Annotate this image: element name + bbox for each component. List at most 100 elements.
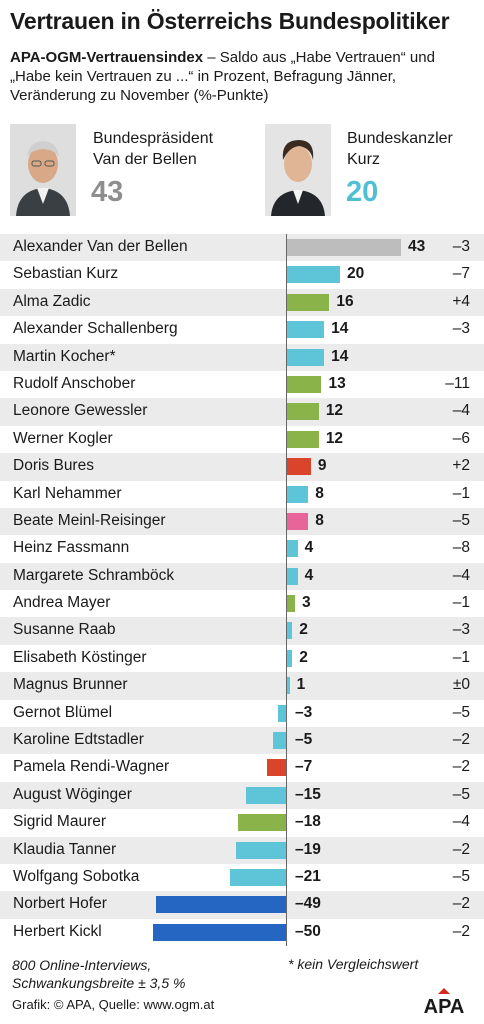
- bar: [287, 321, 325, 339]
- row-name: Herbert Kickl: [13, 922, 102, 940]
- row-name: Beate Meinl-Reisinger: [13, 511, 166, 529]
- highlight-role-1-line1: Bundespräsident: [93, 130, 214, 147]
- change-label: –8: [452, 539, 470, 557]
- bar: [230, 868, 286, 886]
- table-row: Karl Nehammer 8 –1: [0, 481, 484, 508]
- table-row: Sebastian Kurz 20 –7: [0, 261, 484, 288]
- table-row: August Wöginger –15 –5: [0, 781, 484, 810]
- bar-value-label: –19: [295, 840, 321, 858]
- table-row: Margarete Schramböck 4 –4: [0, 562, 484, 591]
- bar: [278, 704, 286, 722]
- portrait-kurz: [265, 124, 331, 216]
- bar-value-label: –49: [295, 895, 321, 913]
- bar-value-label: 3: [301, 594, 311, 612]
- table-row: Gernot Blümel –3 –5: [0, 700, 484, 727]
- row-name: Alexander Schallenberg: [13, 320, 178, 338]
- change-label: –4: [452, 813, 470, 831]
- change-label: –1: [452, 594, 470, 612]
- table-row: Doris Bures 9 +2: [0, 453, 484, 481]
- change-label: –3: [452, 621, 470, 639]
- change-label: –5: [452, 785, 470, 803]
- bar: [287, 430, 319, 448]
- footnote-method: 800 Online-Interviews, Schwankungsbreite…: [12, 957, 186, 991]
- row-name: Werner Kogler: [13, 429, 113, 447]
- bar-value-label: 13: [328, 374, 346, 392]
- bar-value-label: 20: [347, 265, 365, 283]
- bar: [235, 841, 286, 859]
- table-row: Leonore Gewessler 12 –4: [0, 398, 484, 426]
- table-row: Werner Kogler 12 –6: [0, 426, 484, 453]
- bar-value-label: 2: [299, 621, 308, 639]
- bar-value-label: 12: [325, 429, 344, 447]
- change-label: –11: [445, 374, 470, 392]
- row-name: Rudolf Anschober: [13, 374, 136, 392]
- change-label: –2: [452, 922, 470, 940]
- bar: [153, 923, 286, 941]
- bar-value-label: –3: [295, 703, 313, 721]
- change-label: –2: [452, 895, 470, 913]
- apa-logo: APA: [424, 988, 465, 1014]
- table-row: Alma Zadic 16 +4: [0, 288, 484, 317]
- bar-value-label: –5: [295, 731, 313, 749]
- bar-value-label: –50: [295, 922, 321, 940]
- change-label: –7: [452, 265, 470, 283]
- change-label: –2: [452, 840, 470, 858]
- bar-value-label: 14: [331, 347, 349, 365]
- bar: [287, 595, 295, 613]
- table-row: Beate Meinl-Reisinger 8 –5: [0, 507, 484, 536]
- bar-value-label: 1: [296, 676, 306, 694]
- bar: [287, 677, 290, 695]
- row-name: Martin Kocher*: [13, 347, 116, 365]
- row-name: Susanne Raab: [13, 621, 116, 639]
- highlight-value-2: 20: [346, 176, 379, 208]
- bar-value-label: 4: [304, 539, 314, 557]
- change-label: –2: [452, 758, 470, 776]
- subtitle-text: – Saldo aus „Habe Vertrauen“ und „Habe k…: [10, 49, 435, 104]
- bar: [287, 567, 298, 585]
- bar-value-label: 14: [331, 320, 349, 338]
- row-name: Sebastian Kurz: [13, 265, 119, 283]
- row-name: Karoline Edtstadler: [13, 731, 144, 749]
- bar: [238, 814, 286, 832]
- zero-axis: [286, 234, 287, 946]
- bar: [287, 293, 330, 311]
- bar: [287, 403, 319, 421]
- bar-value-label: 9: [317, 457, 327, 475]
- table-row: Magnus Brunner 1 ±0: [0, 672, 484, 700]
- subtitle-bold: APA-OGM-Vertrauensindex: [10, 49, 204, 66]
- table-row: Herbert Kickl –50 –2: [0, 919, 484, 946]
- table-row: Sigrid Maurer –18 –4: [0, 809, 484, 836]
- row-name: Andrea Mayer: [13, 594, 111, 612]
- bar-value-label: 16: [336, 292, 354, 310]
- row-name: Sigrid Maurer: [13, 813, 107, 831]
- bar: [287, 348, 325, 366]
- bar: [287, 512, 309, 530]
- change-label: –3: [452, 238, 470, 255]
- row-name: Karl Nehammer: [13, 484, 122, 502]
- bar-value-label: 8: [315, 511, 324, 529]
- table-row: Karoline Edtstadler –5 –2: [0, 727, 484, 755]
- row-name: Pamela Rendi-Wagner: [13, 758, 170, 776]
- change-label: +4: [452, 292, 470, 310]
- table-row: Wolfgang Sobotka –21 –5: [0, 864, 484, 891]
- apa-logo-text: APA: [424, 996, 465, 1014]
- highlight-role-1: Bundespräsident Van der Bellen: [93, 128, 213, 170]
- chart-title: Vertrauen in Österreichs Bundespolitiker: [10, 8, 450, 34]
- row-name: Doris Bures: [13, 457, 94, 475]
- row-name: Alexander Van der Bellen: [13, 238, 188, 255]
- table-row: Rudolf Anschober 13 –11: [0, 371, 484, 398]
- chart-subtitle: APA-OGM-Vertrauensindex – Saldo aus „Hab…: [10, 48, 478, 105]
- change-label: –5: [452, 703, 470, 721]
- change-label: +2: [452, 457, 470, 475]
- table-row: Andrea Mayer 3 –1: [0, 590, 484, 617]
- highlight-role-2-line2: Kurz: [347, 151, 380, 168]
- row-name: Wolfgang Sobotka: [13, 867, 140, 885]
- table-row: Norbert Hofer –49 –2: [0, 891, 484, 919]
- table-row: Alexander Van der Bellen 43 –3: [0, 234, 484, 262]
- change-label: –6: [452, 429, 470, 447]
- bar-value-label: 43: [408, 238, 426, 255]
- row-name: Elisabeth Köstinger: [13, 648, 147, 666]
- bar-value-label: –18: [295, 813, 321, 831]
- bar: [287, 540, 298, 558]
- table-row: Heinz Fassmann 4 –8: [0, 535, 484, 562]
